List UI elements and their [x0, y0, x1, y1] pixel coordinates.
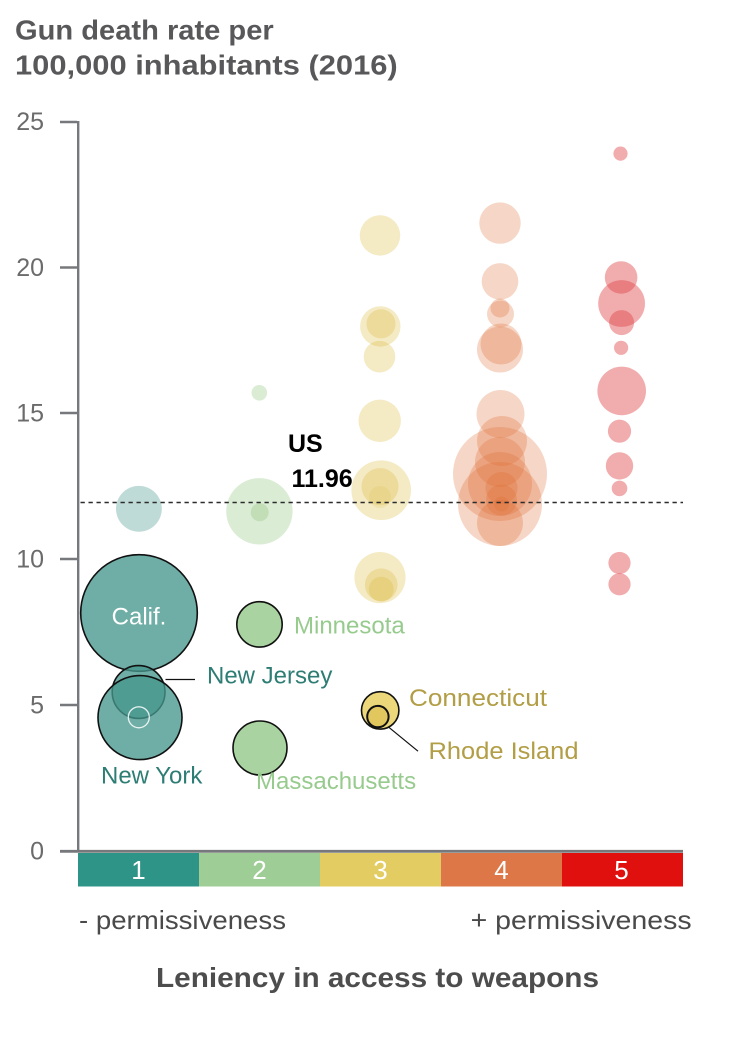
svg-text:20: 20	[16, 254, 44, 282]
svg-text:1: 1	[131, 855, 145, 885]
svg-text:10: 10	[16, 546, 44, 574]
svg-text:+ permissiveness: + permissiveness	[471, 905, 692, 935]
svg-text:3: 3	[373, 855, 387, 885]
svg-text:11.96: 11.96	[292, 465, 353, 493]
svg-text:100,000 inhabitants (2016): 100,000 inhabitants (2016)	[15, 50, 398, 81]
svg-text:Rhode Island: Rhode Island	[429, 738, 579, 765]
svg-text:2: 2	[252, 855, 266, 885]
svg-text:US: US	[288, 430, 323, 458]
svg-text:New York: New York	[101, 763, 203, 790]
svg-text:5: 5	[30, 692, 44, 720]
svg-text:Connecticut: Connecticut	[409, 685, 547, 712]
svg-text:Minnesota: Minnesota	[294, 612, 405, 639]
svg-text:4: 4	[494, 855, 508, 885]
svg-text:Gun death rate per: Gun death rate per	[15, 15, 274, 46]
svg-text:Leniency in access to weapons: Leniency in access to weapons	[156, 962, 599, 993]
svg-text:0: 0	[30, 838, 44, 866]
svg-text:Massachusetts: Massachusetts	[256, 768, 416, 795]
svg-text:15: 15	[16, 400, 44, 428]
svg-text:25: 25	[16, 108, 44, 136]
svg-text:Calif.: Calif.	[112, 604, 167, 631]
svg-text:New Jersey: New Jersey	[207, 663, 332, 690]
svg-text:- permissiveness: - permissiveness	[79, 905, 286, 935]
svg-text:5: 5	[614, 855, 628, 885]
